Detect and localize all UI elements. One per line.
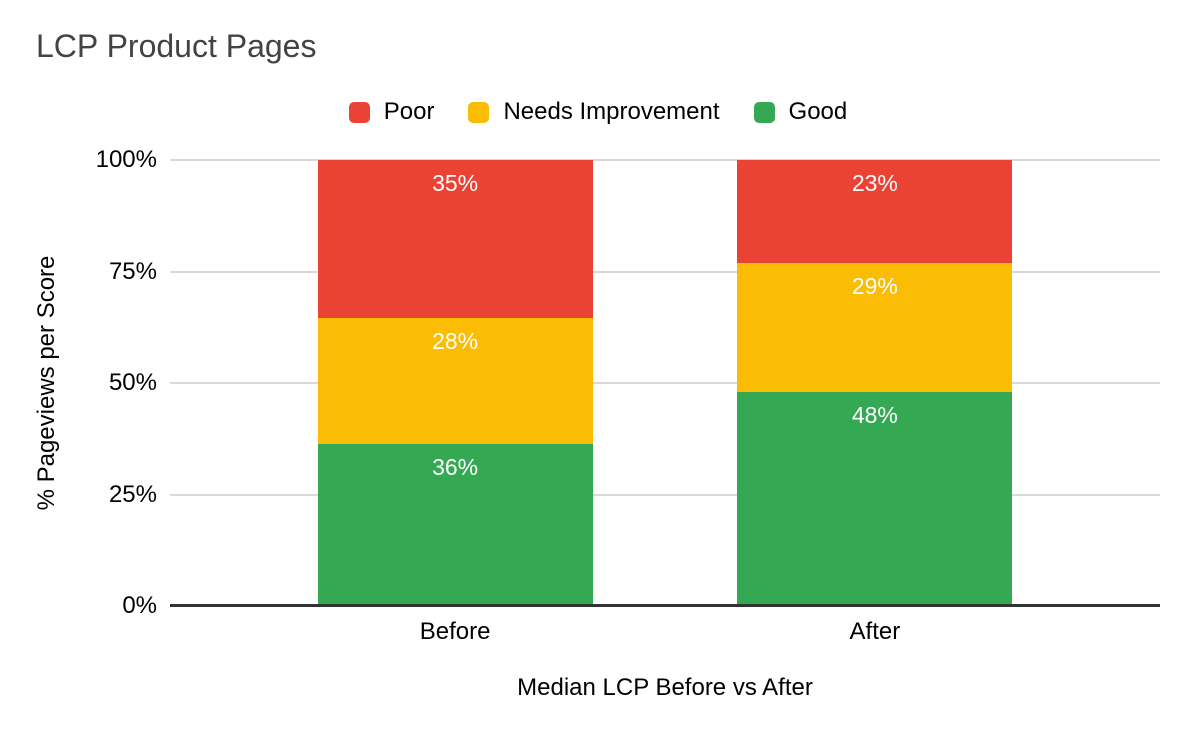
bar-segment-good-after: 48% [737,391,1013,606]
bar-value-label: 29% [851,272,898,299]
y-tick-label: 25% [108,480,157,508]
legend-item-needs-improvement: Needs Improvement [468,98,720,126]
bar-after: 48% 29% 23% [737,160,1013,606]
bar-value-label: 36% [432,453,479,480]
x-axis-title: Median LCP Before vs After [517,674,813,701]
legend-label: Poor [383,98,435,125]
legend-swatch-poor-icon [348,101,370,123]
x-category-label: Before [419,618,491,645]
gridline [170,382,1160,384]
y-axis-title: % Pageviews per Score [33,255,60,511]
bar-segment-poor-after: 23% [737,160,1013,263]
legend-swatch-needs-improvement-icon [468,101,490,123]
bar-value-label: 35% [432,170,479,197]
x-category-label: After [849,618,901,645]
bar-value-label: 48% [851,401,898,428]
gridline [170,493,1160,496]
legend-item-good: Good [753,98,848,126]
gridline [170,270,1160,273]
bar-segment-needs-improvement-after: 29% [737,262,1013,392]
bar-value-label: 28% [432,327,479,354]
legend-label: Needs Improvement [503,98,720,125]
y-tick-label: 100% [95,146,157,173]
bar-value-label: 23% [851,170,898,197]
plot-area: 0% 25% 50% 75% 100% 36% 28% 35% Before 48% 29% 23% A… [96,146,1160,645]
bar-segment-good-before: 36% [317,443,593,606]
bar-segment-needs-improvement-before: 28% [317,317,593,444]
y-tick-label: 50% [108,369,157,396]
chart-title: LCP Product Pages [36,28,317,64]
bar-segment-poor-before: 35% [317,160,593,318]
legend-swatch-good-icon [753,101,775,123]
legend-label: Good [788,98,848,125]
x-axis-baseline [170,604,1160,607]
legend-item-poor: Poor [348,98,435,126]
y-tick-label: 75% [108,257,157,285]
bar-before: 36% 28% 35% [317,160,593,606]
y-tick-label: 0% [122,592,157,619]
gridline [170,159,1160,161]
legend: Poor Needs Improvement Good [0,98,1196,126]
